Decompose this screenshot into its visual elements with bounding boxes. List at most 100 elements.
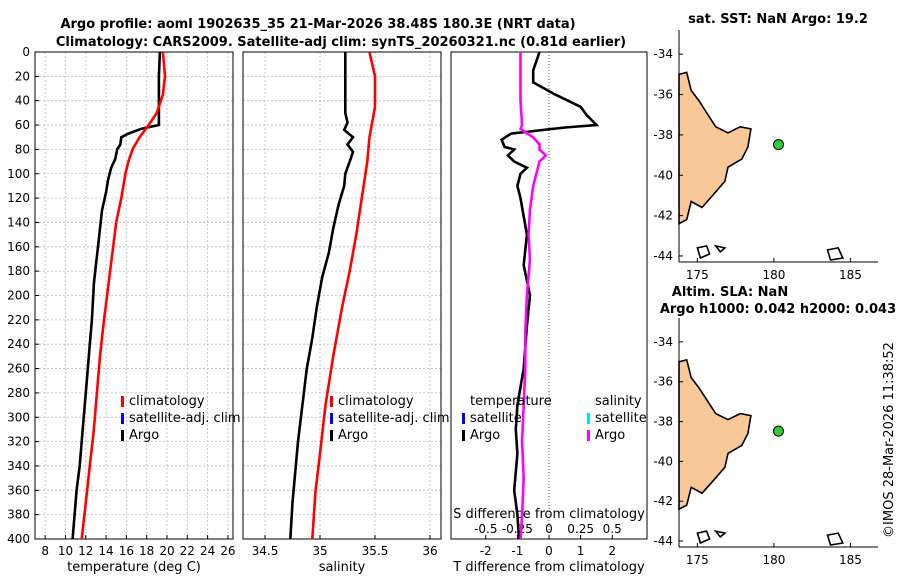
legend-t-argo-label: Argo <box>470 428 500 443</box>
x-tick-label: 35 <box>312 544 327 558</box>
x-tick-label: 0 <box>545 522 553 536</box>
temperature-grid <box>35 51 233 540</box>
x-tick-label: 26 <box>220 544 235 558</box>
difference-legend: temperature satellite Argo salinity sate… <box>462 394 647 443</box>
difference-xlabel: T difference from climatology <box>452 560 645 575</box>
legend-t-satellite-swatch <box>462 413 465 424</box>
y-tick-label: -36 <box>653 375 673 389</box>
difference-tick-labels: -2 -1 0 1 2 <box>480 535 616 558</box>
legend-argo-swatch <box>121 430 124 441</box>
x-tick-label: 35.5 <box>362 544 389 558</box>
y-tick-label: 320 <box>7 435 30 449</box>
legend-argo-label: Argo <box>129 428 159 443</box>
x-tick-label: 14 <box>98 544 113 558</box>
figure-title-line1: Argo profile: aoml 1902635_35 21-Mar-202… <box>60 17 575 32</box>
series-climatology <box>311 51 377 540</box>
salinity-axes-box <box>242 51 442 540</box>
temperature-xlabel: temperature (deg C) <box>67 560 201 575</box>
y-tick-label: 380 <box>7 508 30 522</box>
salinity-xlabel: salinity <box>319 560 366 575</box>
x-tick-label: 34.5 <box>252 544 279 558</box>
y-tick-label: 400 <box>7 532 30 546</box>
y-tick-label: 200 <box>7 289 30 303</box>
y-tick-label: 300 <box>7 410 30 424</box>
y-tick-label: -44 <box>653 249 673 263</box>
temperature-lines <box>71 51 167 540</box>
x-tick-label: 185 <box>839 268 862 282</box>
legend-climatology-label: climatology <box>129 394 205 409</box>
temperature-tick-labels: 8 10 12 14 16 18 20 22 24 26 <box>41 535 236 558</box>
x-tick-label: 22 <box>180 544 195 558</box>
x-tick-label: 185 <box>839 553 862 567</box>
x-tick-label: 1 <box>577 544 585 558</box>
y-tick-label: -34 <box>653 47 673 61</box>
y-tick-label: -44 <box>653 534 673 548</box>
y-tick-label: -36 <box>653 88 673 102</box>
x-tick-label: 36 <box>422 544 437 558</box>
sla-map: Altim. SLA: NaN Argo h1000: 0.042 h2000:… <box>653 285 896 567</box>
argo-position-marker <box>773 425 784 437</box>
legend-argo-label: Argo <box>338 428 368 443</box>
x-tick-label: 180 <box>762 268 785 282</box>
sla-map-subtitle: Argo h1000: 0.042 h2000: 0.043 <box>660 302 896 317</box>
x-tick-label: 0 <box>545 544 553 558</box>
salinity-difference-tick-labels: -0.5 -0.25 0 0.25 0.5 <box>474 522 622 536</box>
salinity-lines <box>289 51 377 540</box>
y-tick-label: 180 <box>7 264 30 278</box>
y-tick-label: -42 <box>653 494 673 508</box>
legend-argo-swatch <box>330 430 333 441</box>
x-tick-label: -1 <box>511 544 523 558</box>
offshore-island <box>713 529 727 539</box>
legend-satellite-swatch <box>330 413 333 424</box>
x-tick-label: 175 <box>686 553 709 567</box>
nz-landmass <box>678 358 844 546</box>
y-tick-label: 280 <box>7 386 30 400</box>
figure-title-line2: Climatology: CARS2009. Satellite-adj cli… <box>56 35 626 50</box>
x-tick-label: 20 <box>159 544 174 558</box>
y-tick-label: -42 <box>653 209 673 223</box>
legend-climatology-swatch <box>121 396 124 407</box>
legend-s-argo-label: Argo <box>595 428 625 443</box>
sla-map-ticks: 175 180 185 -34 -36 -38 -40 -42 -44 <box>653 335 862 567</box>
salinity-tick-labels: 34.5 35 35.5 36 <box>252 535 438 558</box>
x-tick-label: -2 <box>480 544 492 558</box>
x-tick-label: 12 <box>78 544 93 558</box>
series-argo <box>71 51 162 540</box>
x-tick-label: 2 <box>608 544 616 558</box>
legend-t-argo-swatch <box>462 430 465 441</box>
y-tick-label: -40 <box>653 454 673 468</box>
y-tick-label: 100 <box>7 167 30 181</box>
sst-map-title: sat. SST: NaN Argo: 19.2 <box>688 12 868 27</box>
y-tick-label: -34 <box>653 335 673 349</box>
y-tick-label: 140 <box>7 215 30 229</box>
x-tick-label: 175 <box>686 268 709 282</box>
sla-map-title: Altim. SLA: NaN <box>672 285 788 300</box>
x-tick-label: -0.5 <box>474 522 497 536</box>
y-tick-label: 60 <box>15 118 30 132</box>
y-tick-label: 160 <box>7 240 30 254</box>
y-tick-label: -40 <box>653 168 673 182</box>
legend-climatology-swatch <box>330 396 333 407</box>
legend-s-argo-swatch <box>587 430 590 441</box>
y-tick-label: -38 <box>653 415 673 429</box>
y-tick-label: 340 <box>7 459 30 473</box>
salinity-panel: 34.5 35 35.5 36 salinity climatology satell… <box>242 51 450 575</box>
series-s-argo-clim <box>518 52 548 540</box>
x-tick-label: 0.25 <box>567 522 594 536</box>
legend-salinity-heading: salinity <box>595 394 642 409</box>
y-tick-label: 40 <box>15 94 30 108</box>
legend-s-satellite-label: satellite <box>595 411 647 426</box>
salinity-grid <box>243 51 441 540</box>
series-argo <box>289 52 355 540</box>
offshore-island <box>696 244 711 260</box>
sst-map-ticks: 175 180 185 -34 -36 -38 -40 -42 -44 <box>653 47 862 282</box>
x-tick-label: 180 <box>762 553 785 567</box>
difference-panel: -2 -1 0 1 2 -0.5 -0.25 0 0.25 0.5 S difference f… <box>450 51 648 575</box>
legend-t-satellite-label: satellite <box>470 411 522 426</box>
sst-map: sat. SST: NaN Argo: 19.2 175 180 185 -34 -36… <box>653 12 878 282</box>
difference-lines <box>499 51 600 540</box>
legend-satellite-label: satellite-adj. clim <box>338 411 450 426</box>
y-tick-label: 240 <box>7 337 30 351</box>
offshore-island <box>826 246 844 261</box>
depth-tick-labels: 0 20 40 60 80 100 120 140 160 180 200 220 240 260 280 3… <box>7 45 39 546</box>
